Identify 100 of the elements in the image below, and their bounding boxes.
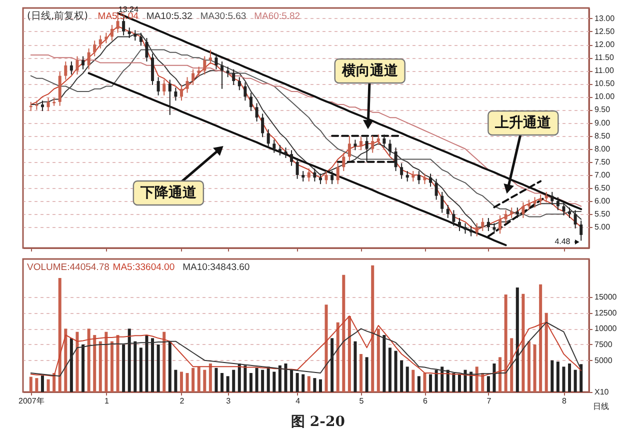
candlestick [475,222,478,237]
candlestick [394,147,398,172]
candlestick [134,30,137,42]
bar [296,373,299,392]
candlestick [574,210,577,229]
text: MA60:5.82 [254,11,300,22]
y-tick-label: 7.00 [594,170,611,180]
annotation: 上升通道 [494,114,552,131]
bar [580,364,583,392]
candlestick [272,139,276,154]
y-tick-label: 12.50 [594,26,616,36]
candlestick [220,60,224,90]
candlestick [492,222,496,234]
x-tick-label: 3 [226,396,232,406]
candlestick [46,98,50,112]
bar [134,341,137,392]
bar [186,373,189,392]
bar [162,332,166,392]
x-tick-label: 7 [486,396,492,406]
candlestick [174,87,178,102]
candlestick [98,34,102,49]
bar [116,335,120,392]
candlestick [278,144,282,156]
candlestick [226,66,230,78]
bar [98,341,102,392]
bar [516,288,519,392]
candlestick [382,134,386,148]
candlestick [470,225,473,237]
candlestick [128,27,131,38]
candlestick [429,173,432,188]
bar [400,360,404,392]
annotation: 下降通道 [139,184,198,201]
bar [550,360,554,392]
candlestick [139,32,142,46]
candlestick [354,139,357,151]
candlestick [249,92,252,112]
y-tick-label: 9.50 [594,105,611,114]
series-label: VOLUME:44054.78 [27,262,110,273]
caption: 图 2-20 [291,414,346,430]
bar [307,376,310,392]
bar [313,378,316,392]
bar [290,369,294,392]
candlestick [360,136,363,151]
candlestick [238,76,241,91]
bar [539,284,542,392]
bar [139,348,142,392]
candlestick [76,56,79,76]
bar [406,366,409,392]
bar [238,364,241,392]
bar [417,376,420,392]
bar [226,376,230,392]
bar [318,379,322,392]
candlestick [290,150,294,166]
bar [272,372,276,392]
bar [446,370,450,392]
bar [255,368,258,392]
candlestick [556,196,560,211]
candlestick [208,49,212,65]
bar [58,278,62,392]
candlestick [516,207,519,218]
bar [371,265,374,392]
bar [556,362,560,392]
candlestick [562,202,566,216]
candlestick [87,48,90,70]
candlestick [544,191,548,203]
candlestick [388,139,392,156]
bar [492,364,496,392]
candlestick [232,68,236,86]
bar [214,368,218,392]
bar [261,370,264,392]
bar [412,370,415,392]
bar [360,354,363,392]
bar [40,376,44,392]
y-tick-label: 12500 [594,308,618,318]
bar [145,335,148,392]
bar [156,344,160,392]
candlestick [261,113,264,138]
candlestick [197,66,200,78]
x-tick-label: 4 [296,396,301,406]
y-tick-label: 12.00 [594,40,616,50]
annotation: 4.48 [554,237,571,246]
candlestick [580,220,583,242]
candlestick [70,60,73,76]
bar [192,368,195,392]
y-tick-label: 10000 [594,324,618,334]
y-tick-label: 11.00 [594,66,614,76]
x-tick-label: 1 [104,396,110,406]
bar [324,304,328,392]
candlestick [464,222,467,234]
candlestick [330,170,334,185]
candlestick [313,168,316,182]
candlestick [82,56,85,70]
bar [354,341,357,392]
candlestick [64,60,68,80]
candlestick [244,82,247,102]
bar [342,274,346,392]
candlestick [434,178,438,200]
candlestick [186,76,189,94]
candlestick [203,56,206,76]
candlestick [458,218,461,232]
